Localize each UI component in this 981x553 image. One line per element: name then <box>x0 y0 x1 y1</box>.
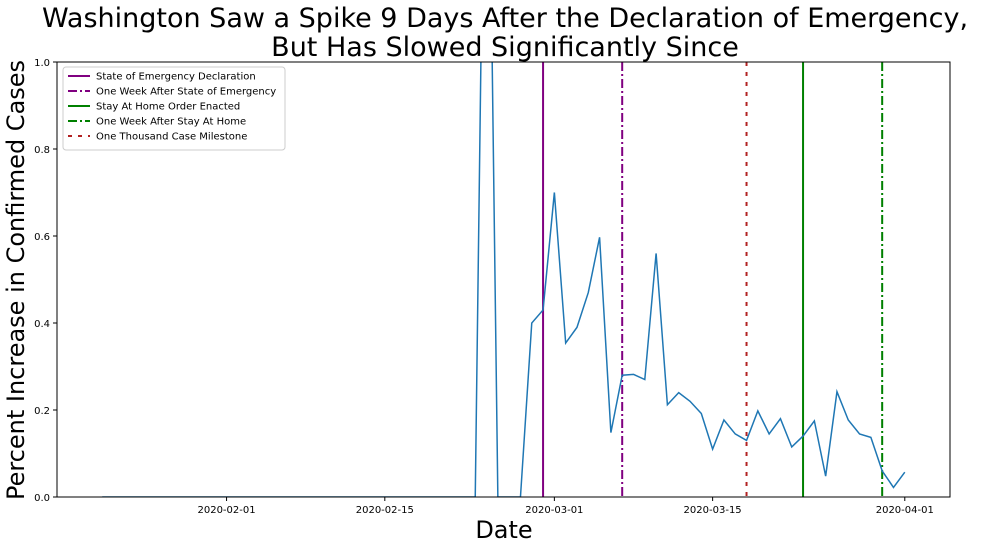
y-tick-label: 0.6 <box>34 232 50 243</box>
legend-label: Stay At Home Order Enacted <box>96 102 240 113</box>
x-tick-label: 2020-04-01 <box>876 505 934 516</box>
legend-box <box>62 66 286 151</box>
x-tick-label: 2020-02-01 <box>197 505 255 516</box>
legend-label: State of Emergency Declaration <box>96 72 256 83</box>
y-axis-label: Percent Increase in Confirmed Cases <box>2 60 30 500</box>
data-line <box>102 62 906 497</box>
y-tick-label: 1.0 <box>34 58 50 69</box>
y-tick-label: 0.8 <box>34 145 50 156</box>
chart-title: But Has Slowed Significantly Since <box>271 32 739 63</box>
legend-label: One Thousand Case Milestone <box>96 132 247 143</box>
y-tick-label: 0.2 <box>34 406 50 417</box>
plot-area <box>102 62 906 497</box>
x-tick-label: 2020-03-15 <box>684 505 742 516</box>
y-tick-label: 0.0 <box>34 493 50 504</box>
chart-title: Washington Saw a Spike 9 Days After the … <box>42 3 968 34</box>
y-tick-label: 0.4 <box>34 319 50 330</box>
x-tick-label: 2020-02-15 <box>356 505 414 516</box>
plot-frame <box>56 61 951 498</box>
legend-label: One Week After Stay At Home <box>96 117 246 128</box>
legend-label: One Week After State of Emergency <box>96 87 276 98</box>
x-axis-label: Date <box>475 516 532 544</box>
x-tick-label: 2020-03-01 <box>525 505 583 516</box>
